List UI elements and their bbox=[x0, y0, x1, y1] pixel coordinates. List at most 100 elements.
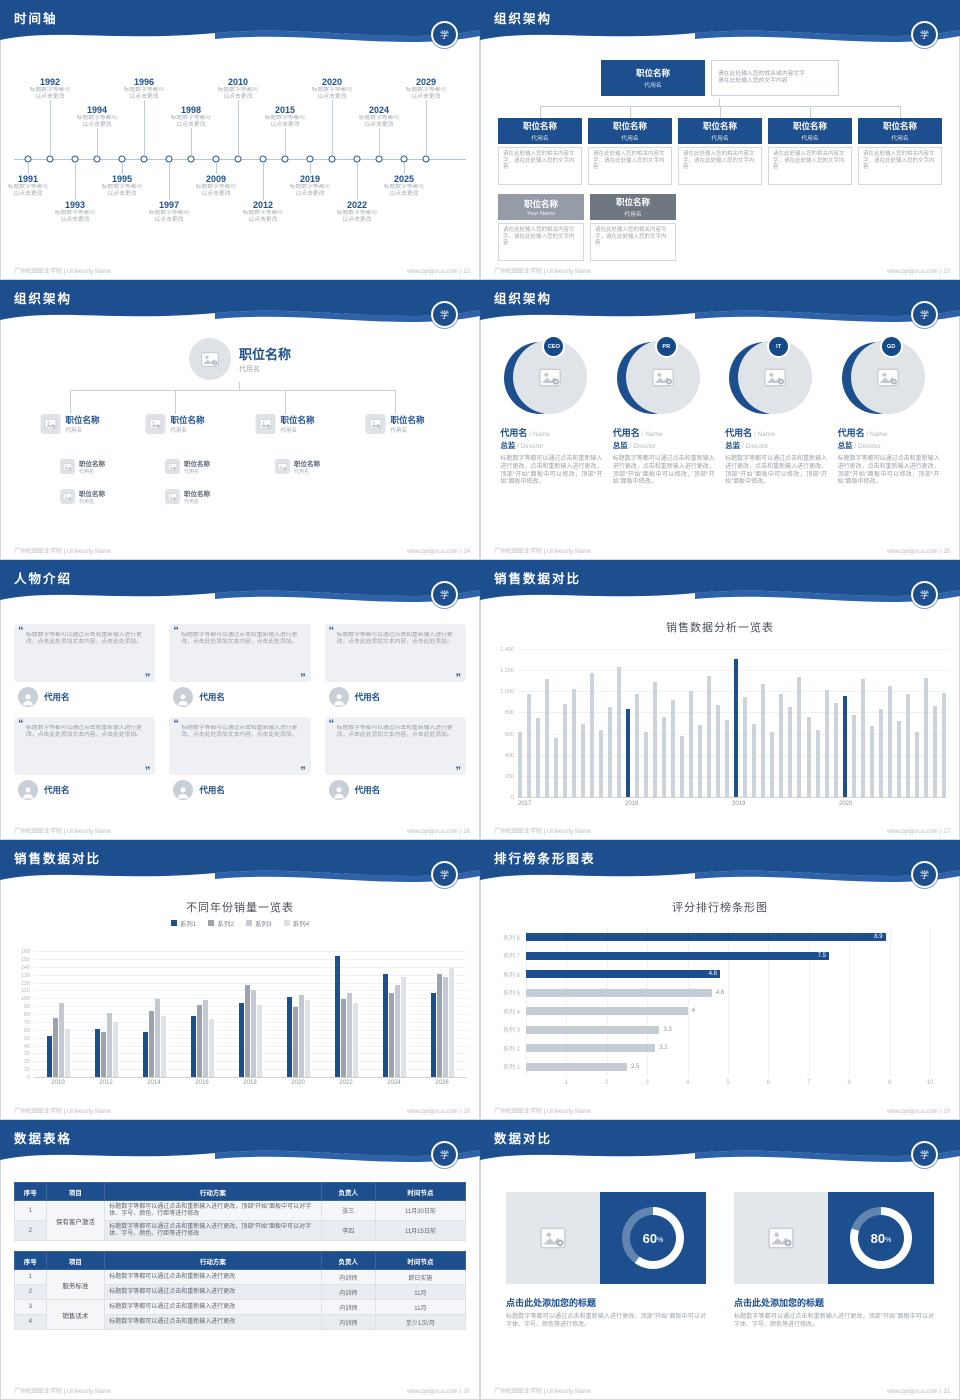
y-axis-label: 120 bbox=[20, 980, 30, 987]
profile-avatar: GD bbox=[841, 335, 926, 420]
y-axis-label: 140 bbox=[20, 964, 30, 971]
bar bbox=[788, 706, 793, 797]
column-header: 时间节点 bbox=[374, 1251, 467, 1270]
org-row-2: 职位名称 Your Name 请在此处输入您的相关内容文字，请在此处输入您的文字内容… bbox=[498, 194, 676, 261]
org-subitem-title: 职位名称 bbox=[294, 461, 320, 468]
header-wave bbox=[480, 0, 960, 43]
timeline-year: 2020 bbox=[321, 77, 343, 87]
timeline-connector bbox=[331, 100, 333, 156]
footer-site: www.pptgurus.com | 23 bbox=[887, 269, 950, 275]
bar bbox=[256, 1005, 262, 1077]
y-axis-label: 系列 5 bbox=[502, 991, 520, 998]
slide-header: 销售数据对比学 bbox=[0, 840, 480, 894]
timeline-item: 1993 标题数字等都可以点击更改 bbox=[52, 162, 98, 223]
footer-site: www.pptgurus.com | 26 bbox=[407, 829, 470, 835]
slide-content: 1992 标题数字等都可以点击更改 1994 标题数字等都可以点击更改 1996 标题数字… bbox=[0, 54, 480, 264]
org-subitem: 职位名称 代用名 bbox=[275, 458, 320, 475]
bar bbox=[436, 973, 442, 1077]
org-box: 职位名称 代用名 bbox=[858, 118, 942, 144]
legend-item: 系列1 bbox=[170, 918, 196, 928]
image-placeholder-icon bbox=[768, 1227, 794, 1249]
org-box-title: 职位名称 bbox=[612, 121, 647, 131]
y-axis-label: 60 bbox=[23, 1027, 30, 1034]
people-footer: 代用名 bbox=[14, 687, 155, 707]
bar bbox=[304, 1000, 310, 1077]
x-axis-label: 8 bbox=[847, 1080, 851, 1086]
bar bbox=[106, 1012, 112, 1077]
panel-heading: 点击此处添加您的标题 bbox=[734, 1298, 825, 1308]
gridline bbox=[606, 928, 608, 1076]
bar: 3.2 bbox=[526, 1044, 668, 1053]
bar-group: 2012 bbox=[94, 952, 118, 1086]
gridline bbox=[849, 928, 851, 1076]
bar bbox=[382, 973, 388, 1077]
timeline-connector bbox=[49, 100, 51, 156]
gridline bbox=[34, 990, 466, 992]
bar bbox=[689, 690, 694, 797]
bar bbox=[806, 717, 811, 797]
y-axis-label: 20 bbox=[23, 1059, 30, 1066]
org-box-sub: Your Name bbox=[526, 210, 556, 217]
org-box-sub: 代用名 bbox=[891, 136, 909, 142]
page-number: 25 bbox=[943, 549, 950, 555]
x-axis-label: 10 bbox=[926, 1080, 934, 1086]
org-box-title: 职位名称 bbox=[522, 121, 557, 131]
bar-group: 2010 bbox=[46, 952, 70, 1086]
page-number: 23 bbox=[943, 269, 950, 275]
org-col: 职位名称 代用名 请在此处输入您的相关内容文字，请在此处输入您的文字内容 bbox=[678, 118, 762, 185]
footer-url: www.pptgurus.com bbox=[407, 1389, 458, 1395]
legend-label: 系列3 bbox=[255, 921, 272, 928]
header-wave bbox=[0, 1120, 480, 1163]
timeline-item: 2024 标题数字等都可以点击更改 bbox=[356, 105, 402, 156]
gridline bbox=[34, 1037, 466, 1039]
gridline bbox=[930, 928, 931, 1076]
timeline-year: 1998 bbox=[180, 105, 202, 115]
org-branch-title: 职位名称 bbox=[65, 415, 100, 425]
image-placeholder-icon bbox=[259, 419, 272, 429]
timeline-caption: 标题数字等都可以点击更改 bbox=[217, 87, 259, 100]
gridline bbox=[34, 1021, 466, 1023]
bar bbox=[46, 1036, 52, 1077]
table-cell: 服务标准 bbox=[45, 1269, 106, 1300]
org-branch-sub: 代用名 bbox=[280, 428, 298, 434]
timeline-dot bbox=[281, 155, 289, 163]
profile-role: 总监 / Director bbox=[838, 440, 881, 451]
timeline-connector bbox=[378, 128, 380, 156]
bar bbox=[160, 1016, 166, 1077]
profile-card: IT 代用名 / Name 总监 / Director 标题数字等都可以通过点击和重新… bbox=[725, 335, 827, 487]
header-row: 序号 项目 行动方案 负责人 时间节点 bbox=[14, 1182, 467, 1201]
bar-group: 2018 bbox=[238, 952, 262, 1086]
connector-line bbox=[285, 390, 286, 414]
image-placeholder-icon bbox=[149, 419, 162, 429]
connector-line bbox=[630, 106, 631, 118]
logo-glyph: 学 bbox=[439, 310, 449, 320]
timeline-dot bbox=[328, 155, 336, 163]
footer-url: www.pptgurus.com bbox=[887, 1389, 938, 1395]
gridline bbox=[34, 958, 466, 960]
image-placeholder bbox=[365, 414, 386, 434]
org-subitem: 职位名称 代用名 bbox=[60, 488, 105, 505]
slide-content: “标题数字等都可以通过点击和重新输入进行更改，点击此处添加文本内容，点击此处添加… bbox=[0, 614, 480, 824]
timeline-caption: 标题数字等都可以点击更改 bbox=[54, 210, 96, 223]
timeline-connector bbox=[425, 100, 427, 156]
footer-divider: | bbox=[939, 549, 942, 555]
y-axis-label: 系列 2 bbox=[502, 1046, 520, 1053]
image-placeholder-icon bbox=[369, 419, 382, 429]
connector-line bbox=[70, 390, 71, 414]
slide-timeline: 时间轴学广州松田职业学院 | University Name www.pptgur… bbox=[0, 0, 480, 280]
timeline-connector bbox=[262, 162, 264, 200]
people-card: “标题数字等都可以通过点击和重新输入进行更改，点击此处添加文本内容，点击此处添加… bbox=[169, 717, 311, 800]
profile-card: PR 代用名 / Name 总监 / Director 标题数字等都可以通过点击和重新… bbox=[613, 335, 715, 487]
logo-glyph: 学 bbox=[919, 30, 929, 40]
org-box-sub: 代用名 bbox=[711, 136, 729, 142]
org-desc: 请在此处输入您的相关内容文字，请在此处输入您的文字内容 bbox=[678, 147, 762, 185]
timeline-caption: 标题数字等都可以点击更改 bbox=[336, 210, 378, 223]
gridline bbox=[34, 974, 466, 976]
org-subitem-title: 职位名称 bbox=[79, 461, 105, 468]
people-name: 代用名 bbox=[199, 785, 225, 795]
table-cell: 李四 bbox=[320, 1220, 376, 1241]
timeline-year: 1991 bbox=[17, 174, 39, 184]
y-axis-label: 150 bbox=[20, 956, 30, 963]
org-box-title: 职位名称 bbox=[523, 198, 558, 209]
slide-content: 职位名称 代用名 职位名称 代用名 职位名称 代用名 职位名称 代用名 职位名称 代用名 职位名称代… bbox=[0, 334, 480, 544]
